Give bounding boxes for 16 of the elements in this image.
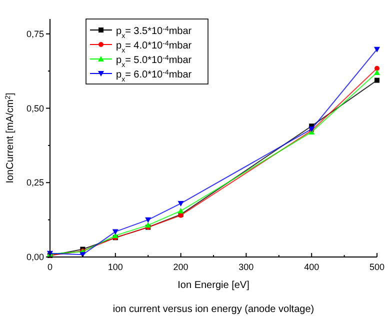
y-tick-label: 0,25 (26, 178, 44, 188)
y-tick-label: 0,00 (26, 252, 44, 262)
legend-label: p$_{x}$= 3.5*10$^{-4}$mbar (116, 26, 192, 40)
y-tick-label: 0,75 (26, 28, 44, 39)
legend-label: p$_{x}$= 4.0*10$^{-4}$mbar (116, 40, 192, 54)
x-tick-label: 200 (173, 262, 188, 272)
legend-label: p$_{x}$= 6.0*10$^{-4}$mbar (116, 69, 192, 83)
x-tick-label: 0 (47, 262, 53, 272)
x-tick-label: 400 (304, 262, 320, 272)
y-tick-label: 0,50 (26, 103, 44, 114)
text: ion current versus ion energy (anode voltage) (112, 304, 314, 315)
x-tick-label: 100 (108, 262, 123, 272)
x-tick-label: 300 (238, 262, 254, 272)
x-axis-title: Ion Energie [eV] (178, 280, 250, 291)
x-tick-label: 500 (369, 262, 385, 272)
legend-label: p$_{x}$= 5.0*10$^{-4}$mbar (116, 54, 192, 68)
